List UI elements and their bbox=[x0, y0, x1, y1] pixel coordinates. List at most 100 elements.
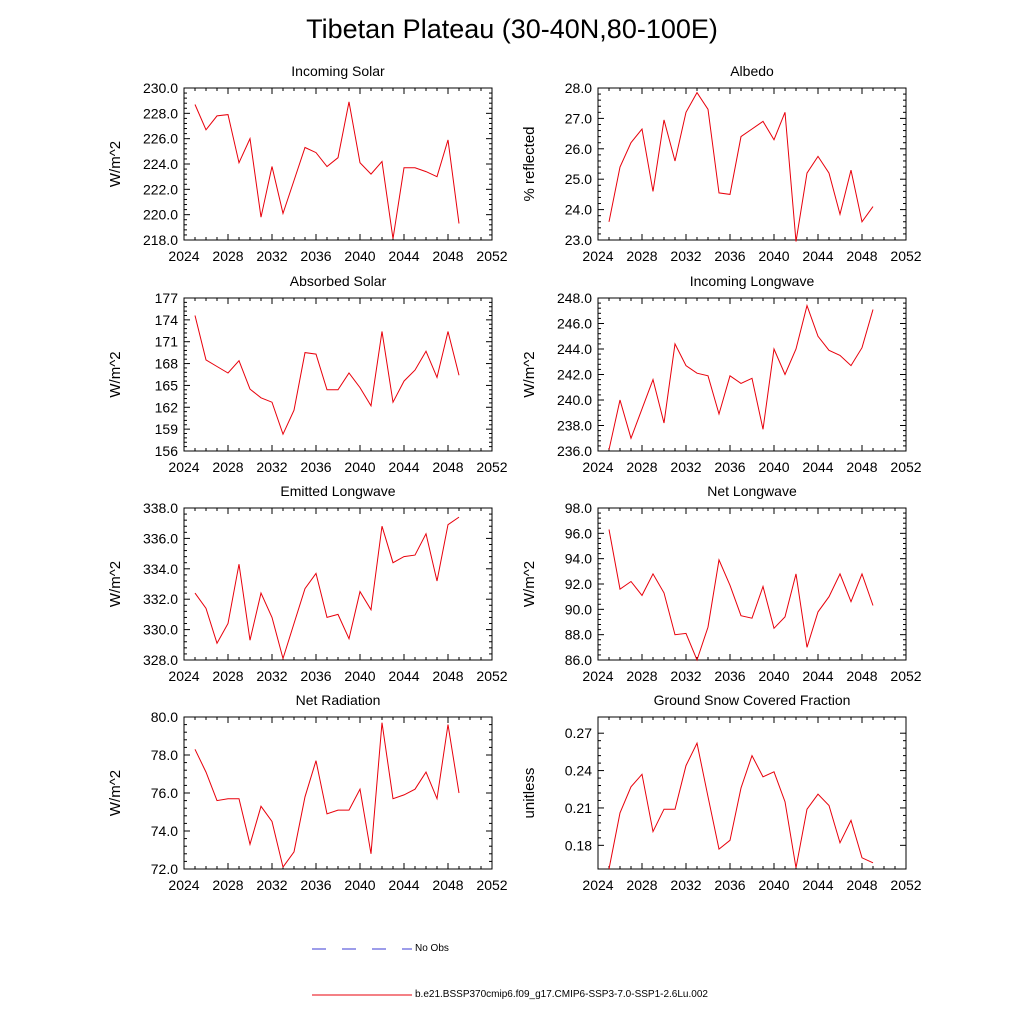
panel-6-frame bbox=[597, 507, 907, 661]
panel-1-xtick-label: 2032 bbox=[256, 248, 287, 264]
panel-1-ytick-label: 220.0 bbox=[143, 207, 178, 223]
panel-6-ytick-label: 96.0 bbox=[565, 525, 592, 541]
panel-8-ylabel: unitless bbox=[521, 768, 538, 819]
panel-2-ytick-label: 28.0 bbox=[565, 80, 592, 96]
panel-5-xtick-label: 2052 bbox=[476, 668, 507, 684]
panel-8-ytick-label: 0.24 bbox=[565, 763, 592, 779]
panel-1-ytick-label: 222.0 bbox=[143, 181, 178, 197]
panel-3-ylabel: W/m^2 bbox=[107, 351, 124, 397]
panel-4-xtick-label: 2024 bbox=[582, 459, 613, 475]
panel-7-ytick-label: 80.0 bbox=[151, 709, 178, 725]
panel-5-ytick-label: 336.0 bbox=[143, 530, 178, 546]
panel-4-xtick-label: 2032 bbox=[670, 459, 701, 475]
panel-8-xtick-label: 2048 bbox=[846, 877, 877, 893]
panel-3-xtick-label: 2052 bbox=[476, 459, 507, 475]
panel-4-series-line bbox=[608, 303, 874, 450]
panel-2-frame bbox=[597, 87, 907, 241]
panel-1-xtick-label: 2044 bbox=[388, 248, 419, 264]
panel-4-ytick-label: 238.0 bbox=[557, 418, 592, 434]
panel-5-title: Emitted Longwave bbox=[280, 483, 395, 499]
panel-1-xtick-label: 2028 bbox=[212, 248, 243, 264]
panel-4-ytick-label: 236.0 bbox=[557, 443, 592, 459]
panel-7-xtick-label: 2032 bbox=[256, 877, 287, 893]
panel-8-xtick-label: 2044 bbox=[802, 877, 833, 893]
panel-2-xtick-label: 2036 bbox=[714, 248, 745, 264]
panel-6-ylabel: W/m^2 bbox=[521, 561, 538, 607]
panel-5-xtick-label: 2032 bbox=[256, 668, 287, 684]
panel-8-xtick-label: 2032 bbox=[670, 877, 701, 893]
panel-1-ylabel: W/m^2 bbox=[107, 141, 124, 187]
panel-3-ytick-label: 159 bbox=[155, 421, 179, 437]
panel-4-xtick-label: 2048 bbox=[846, 459, 877, 475]
panel-5-xtick-label: 2048 bbox=[432, 668, 463, 684]
panel-3-xtick-label: 2032 bbox=[256, 459, 287, 475]
panel-8-xtick-label: 2028 bbox=[626, 877, 657, 893]
panel-7-xtick-label: 2036 bbox=[300, 877, 331, 893]
panel-1-ytick-label: 218.0 bbox=[143, 232, 178, 248]
panel-5-series-line bbox=[194, 516, 460, 661]
panel-2-xtick-label: 2040 bbox=[758, 248, 789, 264]
panel-4-xtick-label: 2036 bbox=[714, 459, 745, 475]
panel-7-xtick-label: 2028 bbox=[212, 877, 243, 893]
panel-5-xtick-label: 2028 bbox=[212, 668, 243, 684]
panel-5-ytick-label: 332.0 bbox=[143, 591, 178, 607]
panel-3-series-line bbox=[194, 315, 460, 436]
panel-6-xtick-label: 2036 bbox=[714, 668, 745, 684]
panel-4-xtick-label: 2040 bbox=[758, 459, 789, 475]
panel-8-xtick-label: 2024 bbox=[582, 877, 613, 893]
panel-7-xtick-label: 2048 bbox=[432, 877, 463, 893]
panel-2-ytick-label: 25.0 bbox=[565, 171, 592, 187]
legend-model-label: b.e21.BSSP370cmip6.f09_g17.CMIP6-SSP3-7.… bbox=[415, 989, 708, 1000]
panel-1-ytick-label: 228.0 bbox=[143, 105, 178, 121]
panel-6-xtick-label: 2044 bbox=[802, 668, 833, 684]
panel-4-ytick-label: 244.0 bbox=[557, 341, 592, 357]
panel-2-xtick-label: 2052 bbox=[890, 248, 921, 264]
panel-7-ytick-label: 76.0 bbox=[151, 785, 178, 801]
panel-5-xtick-label: 2044 bbox=[388, 668, 419, 684]
panel-2-ytick-label: 24.0 bbox=[565, 202, 592, 218]
panel-6-ytick-label: 94.0 bbox=[565, 551, 592, 567]
panel-4-xtick-label: 2044 bbox=[802, 459, 833, 475]
panel-8-ytick-label: 0.18 bbox=[565, 837, 592, 853]
panel-3-xtick-label: 2040 bbox=[344, 459, 375, 475]
panel-3-ytick-label: 162 bbox=[155, 399, 179, 415]
panel-6-ytick-label: 88.0 bbox=[565, 627, 592, 643]
panel-8-ytick-label: 0.21 bbox=[565, 800, 592, 816]
panel-5-ytick-label: 334.0 bbox=[143, 561, 178, 577]
panel-6-series-line bbox=[608, 529, 874, 662]
panel-1-series-line bbox=[194, 101, 460, 239]
panel-8-frame bbox=[597, 716, 907, 870]
panel-2-ytick-label: 23.0 bbox=[565, 232, 592, 248]
panel-6-xtick-label: 2052 bbox=[890, 668, 921, 684]
panel-6-ytick-label: 92.0 bbox=[565, 576, 592, 592]
panel-3-xtick-label: 2028 bbox=[212, 459, 243, 475]
panel-5-xtick-label: 2036 bbox=[300, 668, 331, 684]
page-title: Tibetan Plateau (30-40N,80-100E) bbox=[306, 14, 718, 44]
panel-1-xtick-label: 2040 bbox=[344, 248, 375, 264]
panel-2-xtick-label: 2024 bbox=[582, 248, 613, 264]
legend-obs-line bbox=[312, 948, 412, 950]
panel-3-title: Absorbed Solar bbox=[290, 273, 387, 289]
panel-7-ytick-label: 74.0 bbox=[151, 823, 178, 839]
panel-6-ytick-label: 90.0 bbox=[565, 601, 592, 617]
panel-1-xtick-label: 2024 bbox=[168, 248, 199, 264]
panel-2-xtick-label: 2048 bbox=[846, 248, 877, 264]
panel-7-xtick-label: 2052 bbox=[476, 877, 507, 893]
panel-1-xtick-label: 2048 bbox=[432, 248, 463, 264]
panel-3-ytick-label: 168 bbox=[155, 356, 179, 372]
panel-5-ytick-label: 330.0 bbox=[143, 622, 178, 638]
panel-4-ylabel: W/m^2 bbox=[521, 351, 538, 397]
panel-2-series-line bbox=[608, 91, 874, 242]
panel-3-ytick-label: 171 bbox=[155, 334, 179, 350]
panel-7-title: Net Radiation bbox=[296, 692, 381, 708]
panel-4-title: Incoming Longwave bbox=[690, 273, 815, 289]
panel-8-xtick-label: 2040 bbox=[758, 877, 789, 893]
panel-6-ytick-label: 98.0 bbox=[565, 500, 592, 516]
panel-3-frame bbox=[183, 297, 493, 452]
legend-obs-label: No Obs bbox=[415, 943, 449, 954]
panel-5-ylabel: W/m^2 bbox=[107, 561, 124, 607]
panel-3-xtick-label: 2044 bbox=[388, 459, 419, 475]
panel-6-xtick-label: 2028 bbox=[626, 668, 657, 684]
panel-7-xtick-label: 2040 bbox=[344, 877, 375, 893]
